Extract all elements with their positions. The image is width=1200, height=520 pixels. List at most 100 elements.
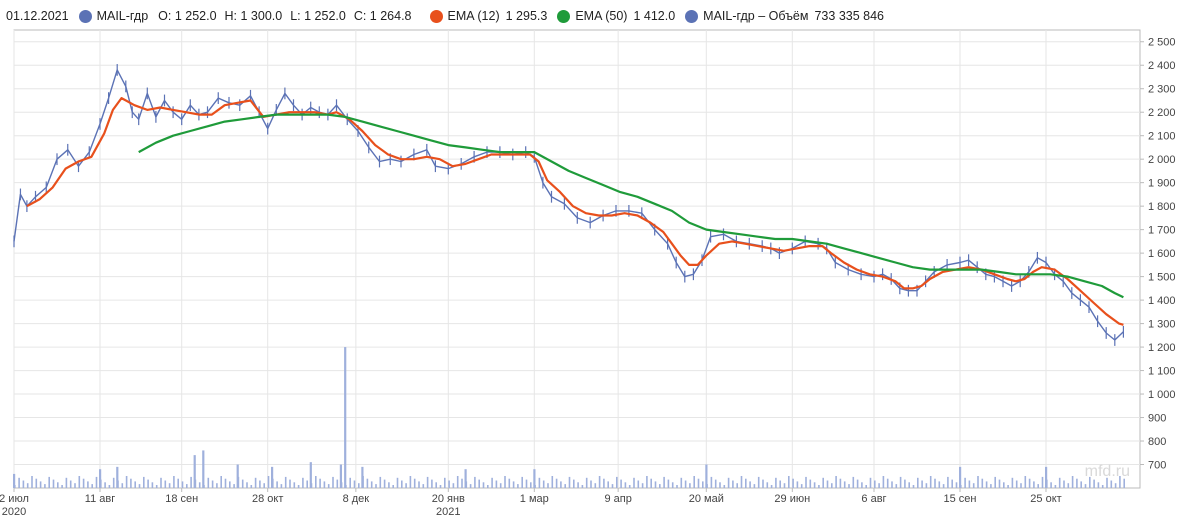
volume-bar [547, 483, 549, 488]
volume-bar [555, 478, 558, 488]
volume-bar [413, 478, 416, 488]
volume-bar [332, 476, 334, 488]
volume-bar [693, 476, 695, 488]
legend-ohlc: O: 1 252.0 H: 1 300.0 L: 1 252.0 C: 1 26… [158, 9, 419, 23]
volume-bar [1097, 482, 1100, 488]
volume-bar [104, 482, 106, 488]
volume-bar [775, 477, 777, 488]
volume-spike-bar [533, 469, 536, 488]
y-tick-label: 1 000 [1148, 389, 1176, 401]
y-tick-label: 1 700 [1148, 225, 1176, 237]
volume-bar [1011, 477, 1014, 488]
y-tick-label: 1 600 [1148, 248, 1176, 260]
legend-ema50: EMA (50) 1 412.0 [557, 9, 675, 23]
volume-bar [259, 480, 261, 488]
volume-bar [358, 483, 360, 488]
volume-bar [792, 478, 794, 488]
volume-bar [843, 481, 846, 488]
x-tick-label: 11 авг [85, 493, 115, 505]
y-tick-label: 900 [1148, 413, 1166, 425]
volume-bar [977, 476, 979, 488]
volume-bar [882, 476, 885, 488]
volume-bar [564, 484, 566, 488]
volume-bar [904, 479, 906, 488]
y-tick-label: 1 500 [1148, 272, 1176, 284]
volume-bar [495, 480, 498, 488]
volume-bar [770, 485, 773, 488]
volume-bar [633, 477, 635, 488]
legend-low: L: 1 252.0 [290, 9, 346, 23]
x-tick-label: 1 мар [520, 493, 549, 505]
volume-bar [370, 481, 373, 488]
volume-bar [444, 477, 446, 488]
volume-bar [1037, 484, 1039, 488]
volume-bar [177, 478, 179, 488]
chart-legend: 01.12.2021 MAIL-гдр O: 1 252.0 H: 1 300.… [6, 6, 894, 26]
volume-bar [1050, 482, 1052, 488]
legend-ema12: EMA (12) 1 295.3 [429, 9, 547, 23]
y-tick-label: 1 900 [1148, 178, 1176, 190]
volume-bar [233, 484, 235, 488]
volume-bar [899, 476, 902, 488]
x-tick-year-label: 2021 [436, 506, 460, 518]
volume-spike-bar [236, 464, 239, 488]
volume-spike-bar [705, 464, 708, 488]
volume-bar [1076, 478, 1078, 488]
volume-bar [616, 476, 618, 488]
volume-bar [637, 480, 640, 488]
legend-ema50-label: EMA (50) [575, 9, 628, 23]
y-tick-label: 2 000 [1148, 154, 1176, 166]
volume-spike-bar [344, 347, 347, 488]
volume-bar [1003, 482, 1005, 488]
volume-bar [727, 477, 730, 488]
volume-bar [818, 485, 820, 488]
ema50-marker-icon [557, 9, 571, 23]
volume-bar [1106, 477, 1108, 488]
ema12-marker-icon [429, 9, 443, 23]
volume-bar [388, 482, 390, 488]
volume-bar [736, 483, 738, 488]
volume-bar [276, 481, 278, 488]
y-tick-label: 1 100 [1148, 366, 1176, 378]
volume-bar [865, 485, 867, 488]
volume-bar [714, 479, 717, 488]
volume-bar [512, 481, 515, 488]
volume-bar [327, 484, 330, 488]
volume-bar [538, 477, 541, 488]
volume-bar [826, 480, 829, 488]
volume-bar [469, 484, 472, 488]
volume-bar [1089, 476, 1091, 488]
volume-bar [452, 483, 455, 488]
y-tick-label: 2 200 [1148, 107, 1176, 119]
volume-marker-icon [685, 9, 699, 23]
volume-bar [551, 476, 554, 488]
volume-bar [482, 482, 485, 488]
volume-bar [568, 476, 571, 488]
volume-bar [598, 476, 601, 488]
volume-bar [654, 481, 657, 488]
series-line-1 [26, 97, 1124, 326]
volume-bar [1084, 484, 1087, 488]
volume-bar [207, 477, 210, 488]
volume-bar [31, 476, 33, 488]
volume-bar [1093, 479, 1095, 488]
volume-bar [57, 482, 59, 488]
volume-bars [13, 347, 1125, 488]
volume-bar [1067, 483, 1070, 488]
watermark: mfd.ru [1085, 463, 1130, 480]
volume-bar [280, 484, 283, 488]
volume-bar [220, 476, 222, 488]
legend-volume-value: 733 335 846 [814, 9, 884, 23]
volume-bar [65, 477, 68, 488]
volume-bar [1114, 483, 1117, 488]
volume-bar [383, 479, 386, 488]
volume-bar [293, 482, 296, 488]
volume-bar [994, 476, 996, 488]
volume-bar [908, 482, 910, 488]
volume-bar [44, 484, 46, 488]
volume-bar [375, 484, 377, 488]
volume-bar [921, 480, 923, 488]
volume-bar [409, 476, 412, 488]
x-tick-year-label: 2020 [2, 506, 26, 518]
